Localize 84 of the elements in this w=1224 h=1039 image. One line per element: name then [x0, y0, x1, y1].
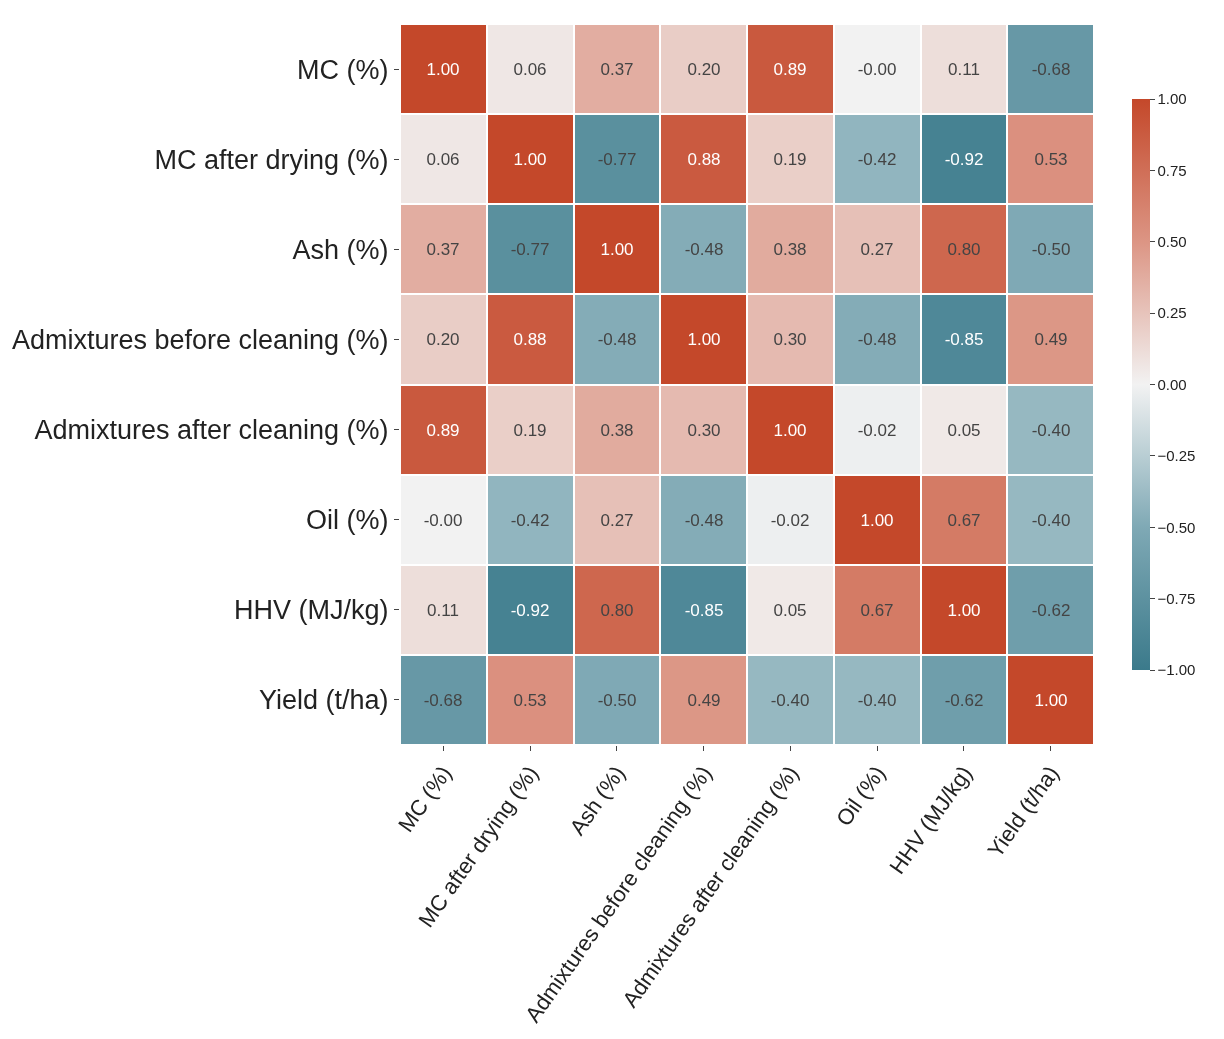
data-label: 0.80: [600, 600, 634, 620]
data-label: -0.68: [423, 690, 463, 710]
data-label: 1.00: [426, 59, 460, 79]
data-label: -0.40: [1031, 420, 1071, 440]
data-label: 0.11: [948, 59, 980, 79]
data-label: -0.40: [770, 690, 810, 710]
data-label: 0.67: [860, 600, 894, 620]
data-label: -0.50: [1031, 239, 1071, 259]
data-label: 0.20: [687, 59, 721, 79]
data-label: 0.37: [600, 59, 634, 79]
y-tick-label: Oil (%): [306, 505, 389, 536]
data-label: -0.42: [510, 510, 550, 530]
data-label: -0.77: [597, 149, 637, 169]
data-label: 0.53: [513, 690, 547, 710]
data-label: 0.30: [773, 329, 807, 349]
color-bar-label: −0.50: [1157, 518, 1196, 536]
color-bar-label: 0.25: [1157, 304, 1187, 322]
data-label: -0.02: [770, 510, 810, 530]
data-label: -0.85: [684, 600, 724, 620]
data-label: -0.02: [857, 420, 897, 440]
color-bar-label: −0.75: [1157, 589, 1196, 607]
data-label: 1.00: [860, 510, 894, 530]
data-label: 1.00: [773, 420, 807, 440]
y-tick-label: Ash (%): [292, 234, 389, 265]
data-label: -0.48: [857, 329, 897, 349]
y-tick-label: HHV (MJ/kg): [234, 595, 389, 626]
data-label: -0.48: [597, 329, 637, 349]
x-tick-label: MC (%): [393, 761, 457, 837]
data-label: 1.00: [600, 239, 634, 259]
data-label: 1.00: [947, 600, 981, 620]
data-label: -0.62: [944, 690, 984, 710]
data-label: 0.38: [600, 420, 634, 440]
y-tick-label: MC after drying (%): [154, 144, 389, 175]
data-label: -0.48: [684, 239, 724, 259]
y-tick-label: Yield (t/ha): [259, 685, 389, 716]
data-label: 0.05: [947, 420, 981, 440]
data-label: 0.89: [426, 420, 460, 440]
data-label: -0.00: [857, 59, 897, 79]
data-label: 0.27: [600, 510, 634, 530]
data-label: 0.06: [513, 59, 547, 79]
data-label: 0.06: [426, 149, 460, 169]
data-label: 0.30: [687, 420, 721, 440]
y-tick-label: Admixtures after cleaning (%): [34, 415, 389, 446]
data-label: 0.53: [1034, 149, 1068, 169]
data-label: -0.40: [1031, 510, 1071, 530]
color-bar-label: 0.00: [1157, 375, 1187, 393]
data-label: -0.40: [857, 690, 897, 710]
data-label: 0.89: [773, 59, 807, 79]
data-label: 0.38: [773, 239, 807, 259]
data-label: -0.42: [857, 149, 897, 169]
data-label: 0.67: [947, 510, 981, 530]
data-label: 0.49: [687, 690, 721, 710]
data-label: -0.92: [510, 600, 550, 620]
x-tick-label: Oil (%): [831, 761, 891, 831]
data-label: 0.11: [427, 600, 459, 620]
data-label: 1.00: [687, 329, 721, 349]
data-label: 0.19: [513, 420, 547, 440]
data-label: -0.77: [510, 239, 550, 259]
data-label: -0.00: [423, 510, 463, 530]
data-label: 0.37: [426, 239, 460, 259]
data-label: -0.48: [684, 510, 724, 530]
data-label: 0.49: [1034, 329, 1068, 349]
color-bar-label: 0.75: [1157, 161, 1187, 179]
color-bar-label: 1.00: [1157, 90, 1187, 108]
color-bar-label: 0.50: [1157, 233, 1187, 250]
data-label: -0.62: [1031, 600, 1071, 620]
data-label: 0.20: [426, 329, 460, 349]
y-tick-label: Admixtures before cleaning (%): [11, 324, 389, 355]
data-label: -0.85: [944, 329, 984, 349]
y-tick-label: MC (%): [297, 54, 389, 85]
data-label: 0.27: [860, 239, 894, 259]
x-tick-label: Ash (%): [564, 761, 630, 840]
data-label: 0.05: [773, 600, 807, 620]
data-label: 0.19: [773, 149, 807, 169]
data-label: 0.80: [947, 239, 981, 259]
data-label: 1.00: [1034, 690, 1068, 710]
data-label: 0.88: [687, 149, 721, 169]
color-bar-label: −0.25: [1157, 447, 1196, 465]
data-label: -0.68: [1031, 59, 1071, 79]
data-label: 0.88: [513, 329, 547, 349]
data-label: -0.50: [597, 690, 637, 710]
color-bar-label: −1.00: [1157, 661, 1196, 679]
data-label: 1.00: [513, 149, 547, 169]
data-label: -0.92: [944, 149, 984, 169]
